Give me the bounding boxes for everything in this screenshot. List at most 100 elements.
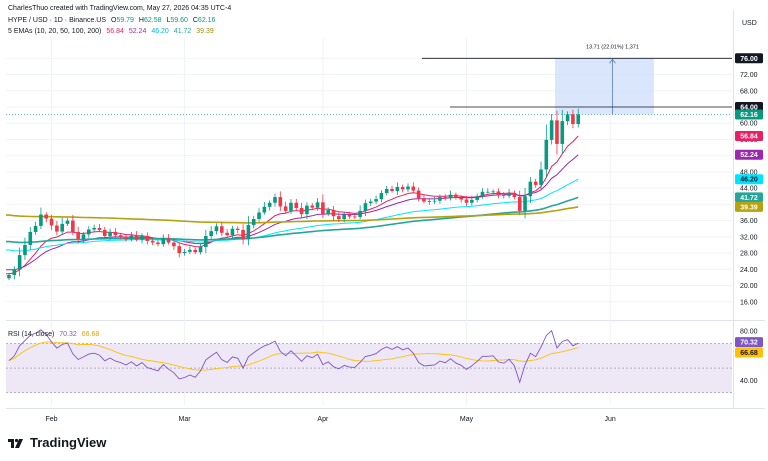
candle-body bbox=[299, 208, 304, 215]
rsi-legend[interactable]: RSI (14, close) 70.32 66.68 bbox=[8, 330, 99, 339]
candle-body bbox=[470, 199, 474, 203]
candle-body bbox=[571, 114, 575, 125]
price-label-39.39: 39.39 bbox=[740, 204, 758, 211]
candle-body bbox=[427, 201, 432, 202]
candle-body bbox=[113, 231, 118, 236]
y-tick-label: 24.00 bbox=[740, 267, 758, 274]
candle-body bbox=[97, 227, 102, 230]
candle-body bbox=[464, 199, 469, 203]
high-value: 62.58 bbox=[143, 17, 162, 24]
candle-body bbox=[400, 186, 405, 190]
candle-body bbox=[390, 188, 394, 191]
candle-body bbox=[81, 234, 86, 239]
price-label-bg bbox=[735, 131, 763, 142]
candle-body bbox=[33, 225, 38, 232]
candle-body bbox=[161, 238, 166, 245]
rsi-value-label-bg bbox=[735, 347, 763, 358]
candle-body bbox=[129, 235, 134, 240]
candle-body bbox=[65, 220, 70, 224]
candle-body bbox=[395, 186, 400, 191]
price-label-56.84: 56.84 bbox=[740, 134, 758, 141]
ema-200-value: 39.39 bbox=[196, 28, 214, 35]
low-label: L bbox=[166, 17, 171, 24]
rsi-line bbox=[8, 329, 579, 384]
candle-body bbox=[209, 231, 213, 237]
candle-body bbox=[533, 181, 538, 185]
candle-body bbox=[480, 191, 485, 197]
candle-body bbox=[76, 231, 80, 239]
candle-body bbox=[39, 214, 43, 226]
candle-body bbox=[166, 238, 171, 243]
candle-body bbox=[177, 246, 182, 254]
candle-body bbox=[108, 231, 112, 237]
x-tick-label-feb: Feb bbox=[46, 416, 58, 423]
candle-body bbox=[507, 193, 511, 196]
candle-body bbox=[310, 205, 315, 208]
rsi-tick-label: 80.00 bbox=[740, 329, 758, 336]
open-label: O bbox=[110, 17, 117, 24]
ema-200-line bbox=[6, 206, 579, 224]
y-tick-label: 32.00 bbox=[740, 234, 758, 241]
candle-body bbox=[384, 188, 389, 194]
tradingview-logo: TradingView bbox=[8, 435, 106, 450]
candle-body bbox=[118, 235, 123, 237]
candle-body bbox=[528, 181, 533, 197]
candle-body bbox=[257, 212, 261, 219]
candle-body bbox=[182, 251, 187, 254]
candle-body bbox=[262, 206, 267, 213]
candle-body bbox=[544, 139, 549, 170]
price-label-64.00: 64.00 bbox=[740, 104, 758, 111]
candle-body bbox=[102, 229, 107, 237]
candle-body bbox=[422, 198, 426, 202]
candle-body bbox=[241, 229, 245, 240]
ema-10-value: 56.84 bbox=[106, 28, 124, 35]
ema-50-value: 46.20 bbox=[151, 28, 169, 35]
candle-body bbox=[326, 210, 330, 215]
close-value: 62.16 bbox=[197, 17, 216, 24]
candle-body bbox=[454, 194, 458, 198]
y-tick-label: 36.00 bbox=[740, 218, 758, 225]
price-label-bg bbox=[735, 201, 763, 212]
rsi-ma-value: 66.68 bbox=[81, 331, 100, 338]
open-value: 59.79 bbox=[116, 17, 134, 24]
candle-body bbox=[134, 235, 139, 240]
currency-label: USD bbox=[742, 20, 757, 27]
measure-arrowhead bbox=[609, 58, 616, 64]
y-tick-label: 48.00 bbox=[740, 169, 758, 176]
y-tick-label: 72.00 bbox=[740, 72, 758, 79]
price-label-46.20: 46.20 bbox=[740, 177, 758, 184]
price-label-bg bbox=[735, 174, 763, 185]
candle-body bbox=[549, 120, 554, 140]
x-tick-label-jun: Jun bbox=[605, 416, 616, 423]
candle-body bbox=[331, 210, 336, 217]
candle-body bbox=[49, 218, 54, 226]
candle-body bbox=[140, 236, 144, 240]
candle-body bbox=[560, 121, 565, 144]
x-tick-label-apr: Apr bbox=[317, 416, 329, 423]
candle-body bbox=[321, 202, 325, 215]
ema-100-value: 41.72 bbox=[173, 28, 192, 35]
candle-body bbox=[491, 191, 495, 193]
candle-body bbox=[124, 236, 128, 240]
candle-body bbox=[305, 205, 309, 215]
ema-label: 5 EMAs (10, 20, 50, 100, 200) bbox=[8, 28, 102, 35]
ema-legend[interactable]: 5 EMAs (10, 20, 50, 100, 200) 56.84 52.2… bbox=[8, 27, 214, 36]
candle-body bbox=[342, 214, 346, 219]
candle-body bbox=[92, 227, 96, 230]
candle-body bbox=[358, 210, 362, 217]
candle-body bbox=[347, 214, 352, 217]
symbol-legend[interactable]: HYPE / USD · 1D · Binance.US O59.79 H62.… bbox=[8, 16, 215, 25]
candle-body bbox=[220, 226, 224, 233]
y-tick-label: 60.00 bbox=[740, 121, 758, 128]
candle-body bbox=[172, 242, 176, 247]
y-tick-label: 44.00 bbox=[740, 186, 758, 193]
measure-label: 13.71 (22.01%) 1,371 bbox=[586, 44, 639, 50]
candle-body bbox=[411, 186, 416, 191]
candle-body bbox=[198, 246, 203, 253]
ema-50-line bbox=[6, 178, 579, 252]
candle-body bbox=[204, 236, 208, 247]
price-label-52.24: 52.24 bbox=[740, 152, 758, 159]
candle-body bbox=[60, 223, 64, 232]
candle-body bbox=[555, 120, 559, 144]
